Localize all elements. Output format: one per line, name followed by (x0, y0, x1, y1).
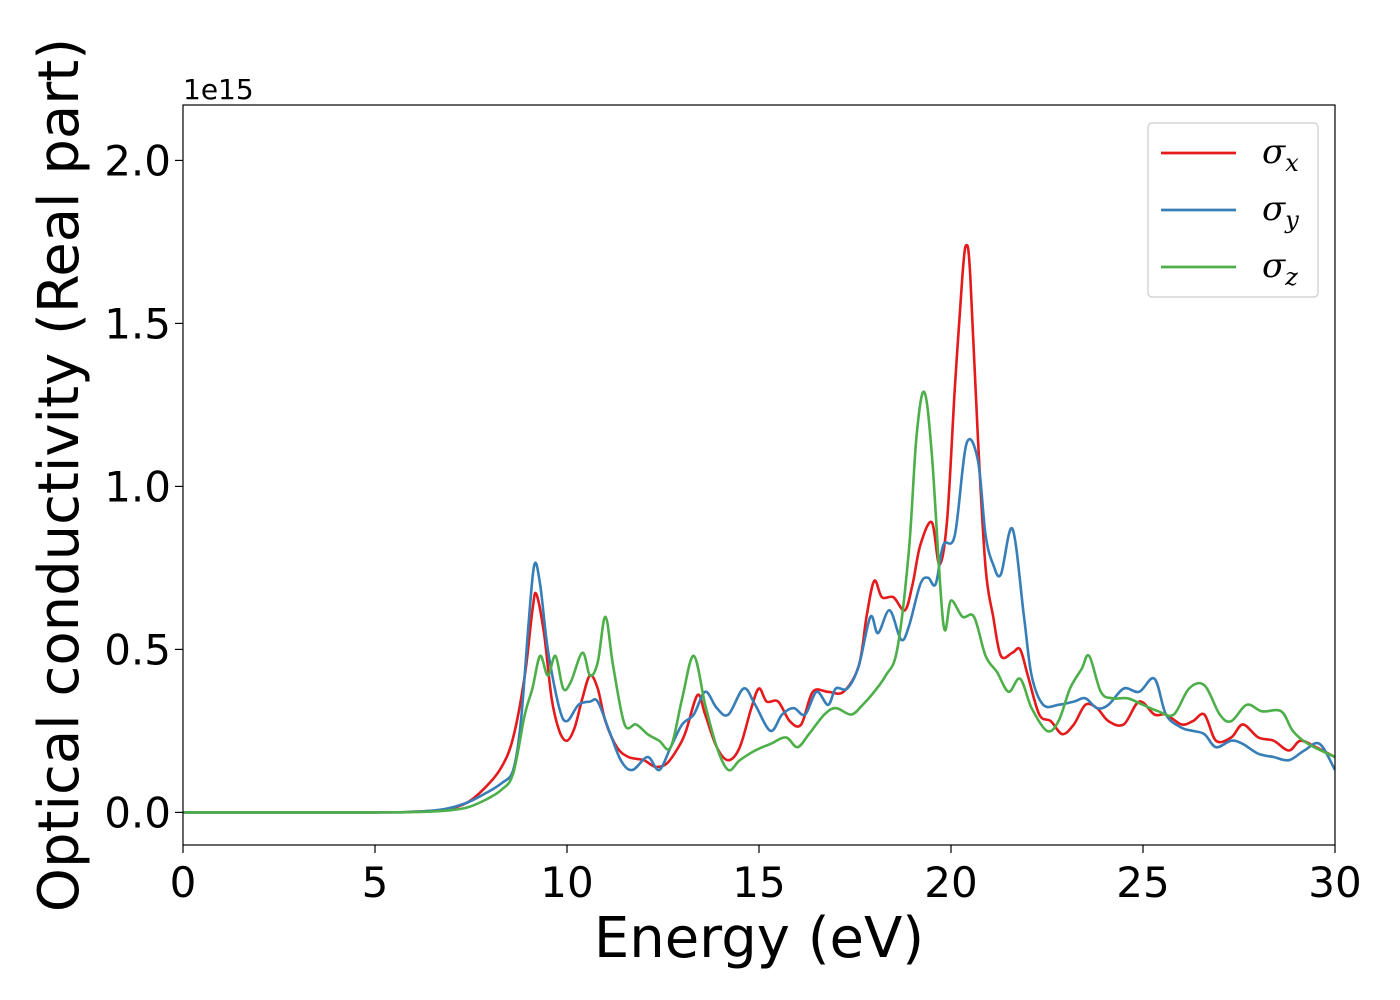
x-tick-label: 30 (1308, 858, 1361, 907)
x-tick-label: 5 (362, 858, 389, 907)
y-offset-label: 1e15 (183, 73, 254, 106)
x-tick-label: 10 (540, 858, 593, 907)
y-tick-label: 2.0 (104, 136, 171, 185)
series-line-sigma-y (183, 437, 1335, 814)
y-tick-label: 1.0 (104, 462, 171, 511)
ticks-layer: 0 5 10 15 20 25 30 0.0 0.5 1.0 1.5 2.0 (104, 136, 1362, 907)
x-tick-label: 15 (732, 858, 785, 907)
x-tick-label: 20 (924, 858, 977, 907)
y-tick-label: 0.5 (104, 625, 171, 674)
legend-label-sigma-y: σy (1262, 189, 1299, 234)
x-axis-title: Energy (eV) (594, 906, 924, 971)
x-tick-label: 0 (170, 858, 197, 907)
series-layer (183, 243, 1335, 814)
legend: σx σy σz (1147, 122, 1319, 298)
y-tick-label: 1.5 (104, 299, 171, 348)
y-tick-label: 0.0 (104, 788, 171, 837)
y-axis-title: Optical conductivity (Real part) (27, 38, 92, 912)
legend-label-sigma-x: σx (1262, 132, 1299, 177)
series-line-sigma-x (183, 243, 1335, 814)
x-tick-label: 25 (1116, 858, 1169, 907)
legend-label-sigma-z: σz (1262, 246, 1298, 291)
series-line-sigma-z (183, 390, 1335, 814)
